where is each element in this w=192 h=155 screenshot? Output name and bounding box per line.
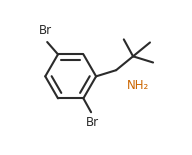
- Text: NH₂: NH₂: [127, 79, 149, 92]
- Text: Br: Br: [39, 24, 52, 37]
- Text: Br: Br: [86, 116, 99, 129]
